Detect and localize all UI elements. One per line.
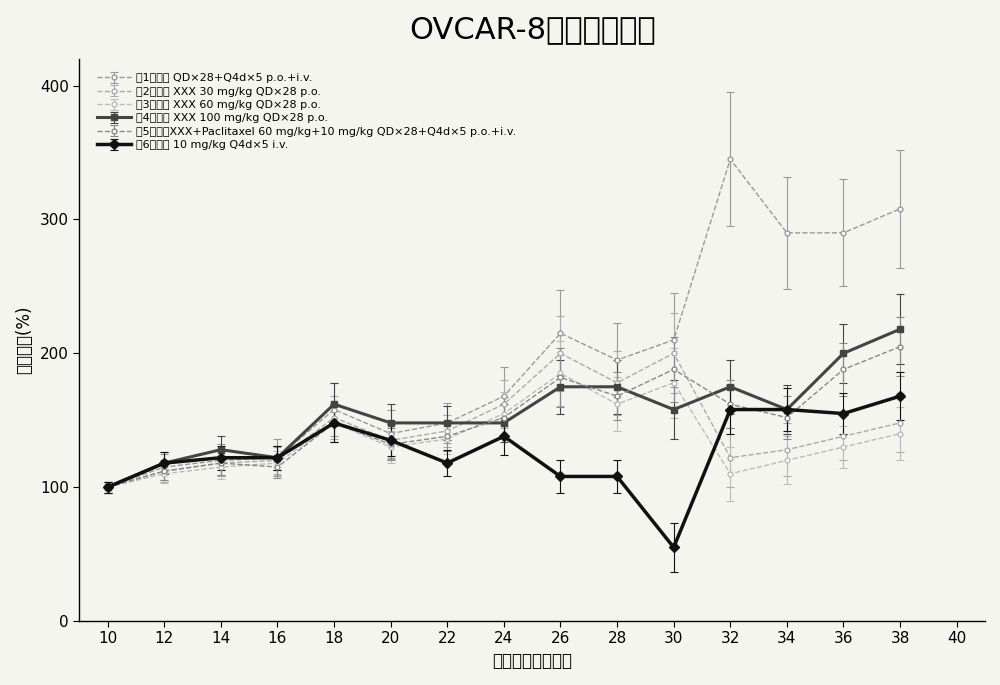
X-axis label: 肿瘤接种后的天数: 肿瘤接种后的天数 — [492, 652, 572, 670]
Title: OVCAR-8肿瘤生长抑制: OVCAR-8肿瘤生长抑制 — [409, 15, 655, 44]
Legend: 组1媒介物 QD×28+Q4d×5 p.o.+i.v., 组2化合物 XXX 30 mg/kg QD×28 p.o., 组3化合物 XXX 60 mg/kg Q: 组1媒介物 QD×28+Q4d×5 p.o.+i.v., 组2化合物 XXX 3… — [94, 70, 520, 153]
Y-axis label: 肿瘤生长(%): 肿瘤生长(%) — [15, 306, 33, 374]
